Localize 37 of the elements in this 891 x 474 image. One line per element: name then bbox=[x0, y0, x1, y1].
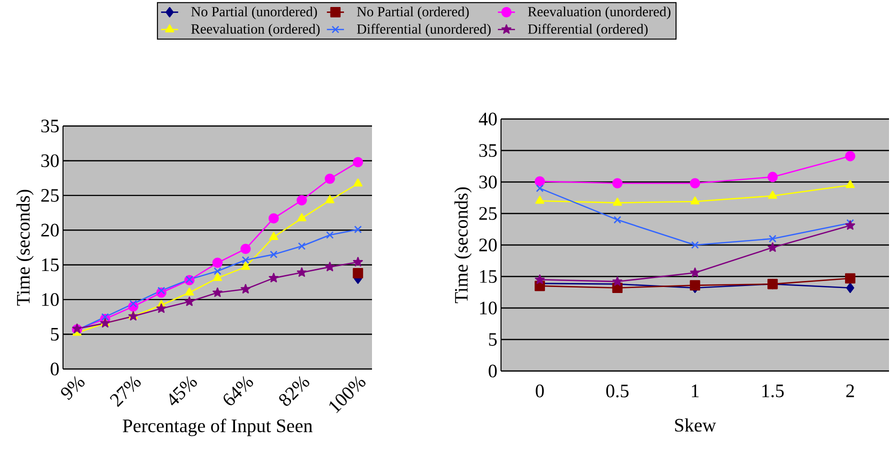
x-tick-label: 0.5 bbox=[606, 384, 629, 398]
y-tick-label: 5 bbox=[51, 328, 59, 341]
x-tick-label: 64% bbox=[224, 376, 254, 406]
x-axis-title: Percentage of Input Seen bbox=[122, 418, 312, 436]
y-tick-label: 20 bbox=[479, 238, 497, 252]
x-tick-label: 0 bbox=[536, 384, 544, 398]
y-axis-title: Time (seconds) bbox=[16, 190, 34, 306]
y-axis-title: Time (seconds) bbox=[454, 187, 472, 304]
x-tick-label: 1.5 bbox=[762, 384, 784, 398]
x-tick-label: 27% bbox=[110, 376, 141, 407]
y-tick-label: 0 bbox=[488, 364, 497, 378]
legend-label: No Partial (ordered) bbox=[357, 6, 469, 20]
x-tick-label: 2 bbox=[846, 384, 854, 398]
y-tick-label: 15 bbox=[42, 258, 59, 272]
y-tick-label: 25 bbox=[479, 207, 497, 220]
legend-label: Differential (unordered) bbox=[357, 24, 491, 37]
y-tick-label: 20 bbox=[41, 224, 59, 237]
y-tick-label: 10 bbox=[42, 293, 59, 306]
y-tick-label: 5 bbox=[489, 333, 497, 346]
x-tick-label: 1 bbox=[692, 384, 699, 398]
legend-label: Reevaluation (ordered) bbox=[191, 24, 320, 37]
y-tick-label: 40 bbox=[478, 112, 497, 126]
x-tick-label: 9% bbox=[61, 376, 85, 400]
legend-label: Differential (ordered) bbox=[528, 24, 648, 37]
y-tick-label: 35 bbox=[41, 120, 59, 132]
y-tick-label: 25 bbox=[41, 189, 59, 202]
y-tick-label: 0 bbox=[50, 362, 59, 376]
y-tick-label: 15 bbox=[480, 270, 497, 283]
x-tick-label: 82% bbox=[279, 376, 310, 406]
y-tick-label: 35 bbox=[479, 144, 497, 157]
x-tick-label: 45% bbox=[169, 376, 197, 406]
x-axis-title: Skew bbox=[675, 418, 716, 432]
legend-label: Reevaluation (unordered) bbox=[528, 6, 670, 20]
y-tick-label: 30 bbox=[41, 154, 59, 168]
y-tick-label: 10 bbox=[480, 302, 497, 314]
legend-label: No Partial (unordered) bbox=[191, 6, 317, 20]
y-tick-label: 30 bbox=[479, 176, 497, 188]
